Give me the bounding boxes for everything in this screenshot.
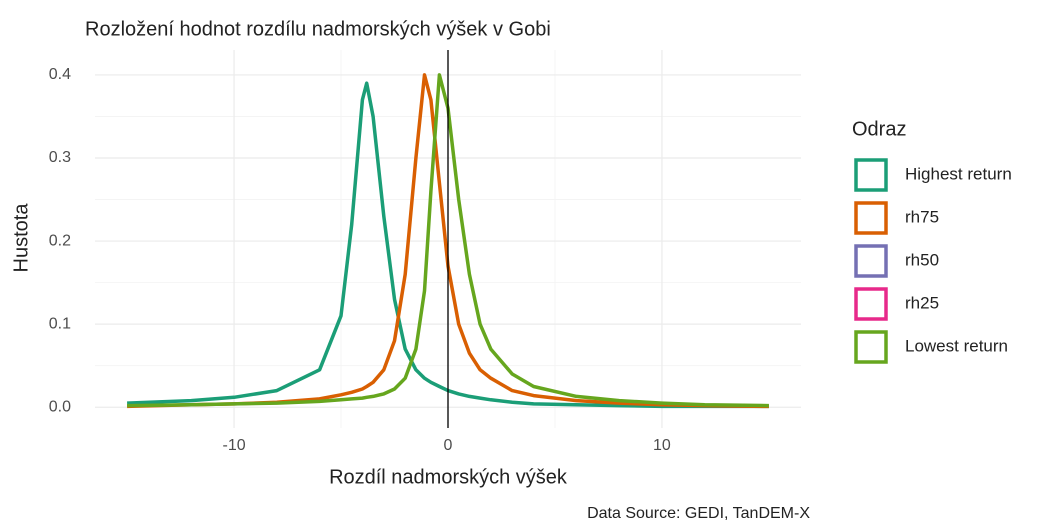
density-line [127,73,769,408]
y-tick-label: 0.1 [49,315,71,332]
legend-label: rh50 [905,250,939,269]
legend-key [854,287,888,321]
x-tick-label: 10 [653,437,671,454]
y-tick-label: 0.2 [49,232,71,249]
legend-key [854,330,888,364]
caption: Data Source: GEDI, TanDEM-X [587,505,810,522]
x-axis-title: Rozdíl nadmorských výšek [329,466,568,488]
legend-label: Lowest return [905,336,1008,355]
y-axis-title: Hustota [10,203,32,273]
legend-key [854,244,888,278]
legend-label: rh25 [905,293,939,312]
density-line [127,73,769,409]
y-tick-label: 0.4 [49,66,71,83]
density-line [127,81,769,409]
legend-key [854,201,888,235]
x-tick-label: 0 [444,437,453,454]
y-tick-label: 0.0 [49,398,71,415]
legend-label: Highest return [905,164,1012,183]
chart-title: Rozložení hodnot rozdílu nadmorských výš… [85,18,551,40]
legend-label: rh75 [905,207,939,226]
y-tick-label: 0.3 [49,149,71,166]
x-tick-label: -10 [222,437,245,454]
legend-key [854,158,888,192]
legend-title: Odraz [852,118,906,140]
